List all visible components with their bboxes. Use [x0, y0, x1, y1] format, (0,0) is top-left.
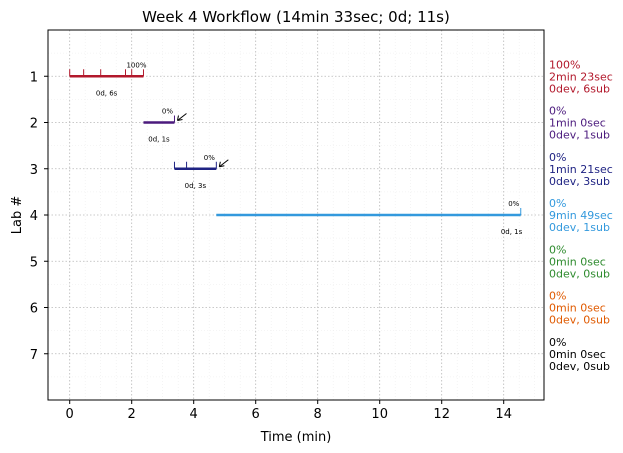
- side-annotation-line: 0%: [549, 290, 566, 303]
- side-annotation-line: 0%: [549, 105, 566, 118]
- side-annotation-line: 1min 0sec: [549, 117, 606, 130]
- x-tick-label: 14: [495, 407, 512, 422]
- x-tick-label: 8: [314, 407, 322, 422]
- y-tick-label: 5: [30, 255, 38, 270]
- y-tick-label: 6: [30, 302, 38, 317]
- side-annotation-line: 0min 0sec: [549, 255, 606, 268]
- side-annotation-line: 0dev, 6sub: [549, 82, 610, 95]
- arrow-shaft: [177, 113, 187, 121]
- side-annotation-line: 9min 49sec: [549, 209, 613, 222]
- arrow-shaft: [219, 159, 229, 168]
- side-annotation-line: 0min 0sec: [549, 348, 606, 361]
- x-tick-label: 12: [433, 407, 450, 422]
- y-tick-label: 3: [30, 163, 38, 178]
- side-annotation-line: 0dev, 1sub: [549, 129, 610, 142]
- side-annotation-line: 0%: [549, 243, 566, 256]
- lab-count-label: 0d, 6s: [96, 89, 118, 97]
- arrow-head: [218, 161, 225, 168]
- chart-title: Week 4 Workflow (14min 33sec; 0d; 11s): [142, 8, 450, 26]
- lab-count-label: 0d, 3s: [185, 182, 207, 190]
- arrow-head: [176, 115, 183, 121]
- side-annotation-line: 2min 23sec: [549, 70, 613, 83]
- side-annotation-line: 0dev, 1sub: [549, 221, 610, 234]
- y-tick-label: 1: [30, 70, 38, 85]
- y-axis-label: Lab #: [10, 196, 25, 235]
- lab-percent-label: 0%: [204, 154, 215, 162]
- lab-count-label: 0d, 1s: [148, 136, 170, 144]
- side-annotation-line: 0dev, 0sub: [549, 360, 610, 373]
- side-annotation-line: 0dev, 3sub: [549, 175, 610, 188]
- y-tick-label: 4: [30, 209, 38, 224]
- lab-percent-label: 100%: [126, 61, 146, 69]
- y-tick-label: 7: [30, 348, 38, 363]
- x-tick-label: 0: [66, 407, 74, 422]
- lab-bars: 100% 0d, 6s 0% 0d, 1s 0% 0d, 3s 0% 0d, 1s: [69, 61, 523, 236]
- side-annotation-line: 0%: [549, 151, 566, 164]
- y-axis: 1 2 3 4 5 6 7: [30, 70, 48, 363]
- side-annotation-line: 1min 21sec: [549, 163, 613, 176]
- x-axis: 0 2 4 6 8 10 12 14: [66, 400, 512, 422]
- side-annotation-line: 100%: [549, 58, 580, 71]
- lab-count-label: 0d, 1s: [501, 228, 523, 236]
- x-tick-label: 2: [128, 407, 136, 422]
- side-annotation-line: 0%: [549, 336, 566, 349]
- x-axis-label: Time (min): [260, 430, 332, 445]
- side-annotation-line: 0%: [549, 197, 566, 210]
- x-tick-label: 10: [371, 407, 388, 422]
- side-annotation-line: 0dev, 0sub: [549, 314, 610, 327]
- lab-percent-label: 0%: [162, 108, 173, 116]
- side-annotation-line: 0dev, 0sub: [549, 267, 610, 280]
- lab-percent-label: 0%: [508, 200, 519, 208]
- x-tick-label: 6: [252, 407, 260, 422]
- x-tick-label: 4: [190, 407, 198, 422]
- y-tick-label: 2: [30, 117, 38, 132]
- side-annotation-line: 0min 0sec: [549, 302, 606, 315]
